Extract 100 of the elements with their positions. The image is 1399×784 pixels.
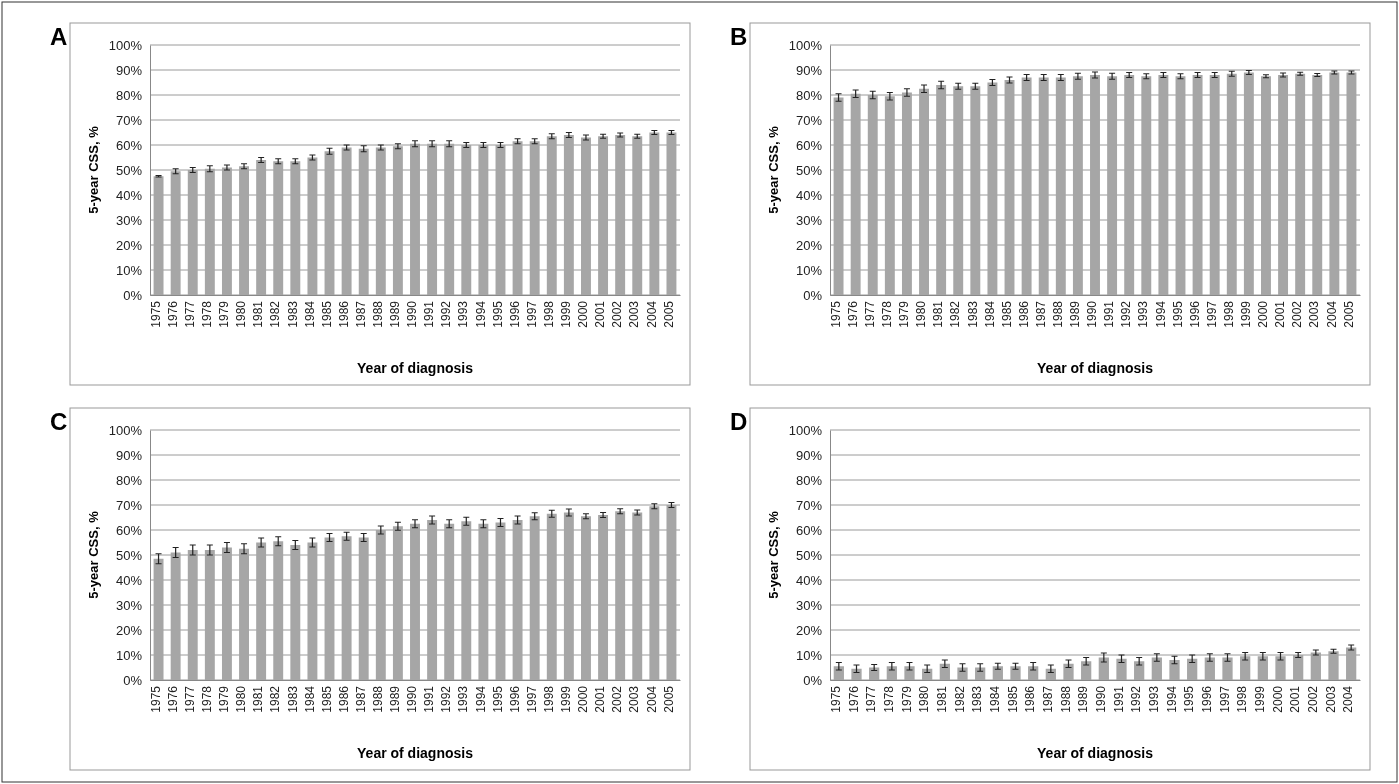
x-tick-label: 1976 [165, 685, 180, 713]
x-tick-label: 2003 [1323, 685, 1338, 713]
y-tick-label: 30% [115, 212, 143, 228]
y-tick-label: 70% [115, 112, 143, 128]
x-tick-label: 1980 [914, 300, 929, 328]
x-tick-label: 1994 [1164, 685, 1179, 713]
x-tick-label: 2002 [610, 685, 625, 713]
x-tick-label: 1993 [1136, 300, 1151, 328]
x-tick-label: 1989 [388, 300, 403, 328]
x-tick-label: 1992 [1119, 300, 1134, 328]
y-tick-label: 80% [115, 472, 143, 488]
y-tick-label: 90% [795, 447, 823, 463]
y-tick-label: 70% [795, 112, 823, 128]
y-tick-label: 50% [795, 547, 823, 563]
y-tick-label: 30% [795, 597, 823, 613]
x-tick-label: 2000 [1256, 300, 1271, 328]
x-tick-label: 1997 [524, 300, 539, 328]
x-tick-label: 1978 [880, 300, 895, 328]
x-tick-label: 2004 [644, 685, 659, 713]
y-tick-label: 80% [115, 87, 143, 103]
x-tick-label: 1977 [862, 300, 877, 328]
x-tick-label: 1982 [948, 300, 963, 328]
y-tick-label: 0% [123, 287, 143, 303]
x-tick-label: 1986 [336, 685, 351, 713]
x-tick-label: 1981 [251, 300, 266, 328]
x-tick-label: 1988 [1051, 300, 1066, 328]
y-tick-label: 30% [115, 597, 143, 613]
x-axis-title: Year of diagnosis [1037, 360, 1154, 376]
y-tick-label: 40% [795, 187, 823, 203]
x-tick-label: 1988 [371, 300, 386, 328]
y-axis-title: 5-year CSS, % [766, 125, 781, 214]
y-tick-label: 50% [115, 547, 143, 563]
y-tick-label: 40% [115, 187, 143, 203]
y-tick-label: 0% [803, 287, 823, 303]
x-tick-label: 1992 [439, 300, 454, 328]
y-tick-label: 50% [115, 162, 143, 178]
x-tick-label: 2001 [1273, 300, 1288, 328]
y-axis-title: 5-year CSS, % [86, 125, 101, 214]
x-tick-label: 1975 [829, 685, 844, 713]
x-tick-label: 1991 [1111, 685, 1126, 713]
x-axis-title: Year of diagnosis [1037, 745, 1154, 761]
y-tick-label: 90% [795, 62, 823, 78]
y-tick-label: 80% [795, 472, 823, 488]
x-tick-label: 1998 [1221, 300, 1236, 328]
x-tick-label: 1991 [1102, 300, 1117, 328]
x-tick-label: 1975 [828, 300, 843, 328]
x-tick-label: 1984 [988, 685, 1003, 713]
x-tick-label: 2000 [576, 685, 591, 713]
x-tick-label: 1989 [388, 685, 403, 713]
x-tick-label: 1978 [882, 685, 897, 713]
x-tick-label: 1993 [456, 300, 471, 328]
x-tick-label: 1990 [405, 685, 420, 713]
x-tick-label: 2001 [593, 300, 608, 328]
x-tick-label: 1994 [473, 300, 488, 328]
x-tick-label: 1979 [217, 685, 232, 713]
x-tick-label: 1978 [200, 300, 215, 328]
x-tick-label: 1987 [353, 300, 368, 328]
x-tick-label: 1985 [1005, 685, 1020, 713]
x-tick-label: 1987 [1041, 685, 1056, 713]
x-tick-label: 1996 [507, 685, 522, 713]
x-tick-label: 1990 [1085, 300, 1100, 328]
x-tick-label: 1979 [899, 685, 914, 713]
x-tick-label: 1998 [541, 685, 556, 713]
chart-title: D [730, 408, 748, 435]
x-tick-label: 2004 [644, 300, 659, 328]
x-tick-label: 1995 [1170, 300, 1185, 328]
x-tick-label: 2001 [1288, 685, 1303, 713]
x-tick-label: 1991 [422, 300, 437, 328]
x-tick-label: 1983 [965, 300, 980, 328]
y-axis-title: 5-year CSS, % [766, 510, 781, 599]
x-tick-label: 1988 [1058, 685, 1073, 713]
x-tick-label: 1987 [353, 685, 368, 713]
chart-title: B [730, 23, 748, 50]
x-tick-label: 1995 [490, 685, 505, 713]
x-tick-label: 1996 [507, 300, 522, 328]
x-tick-label: 1982 [952, 685, 967, 713]
y-tick-label: 0% [803, 672, 823, 688]
x-tick-label: 1997 [524, 685, 539, 713]
x-tick-label: 1987 [1033, 300, 1048, 328]
x-tick-label: 2005 [661, 685, 676, 713]
x-tick-label: 1996 [1200, 685, 1215, 713]
y-tick-label: 100% [108, 37, 143, 53]
x-tick-label: 1989 [1068, 300, 1083, 328]
y-tick-label: 40% [115, 572, 143, 588]
x-tick-label: 1993 [456, 685, 471, 713]
x-tick-label: 2000 [1270, 685, 1285, 713]
x-tick-label: 1980 [234, 685, 249, 713]
x-tick-label: 1985 [319, 300, 334, 328]
x-tick-label: 1999 [1253, 685, 1268, 713]
x-tick-label: 1986 [1023, 685, 1038, 713]
x-tick-label: 1999 [559, 300, 574, 328]
x-tick-label: 1998 [541, 300, 556, 328]
x-tick-label: 1983 [285, 685, 300, 713]
y-tick-label: 20% [795, 237, 823, 253]
y-tick-label: 60% [795, 137, 823, 153]
x-tick-label: 1980 [234, 300, 249, 328]
x-tick-label: 2005 [1341, 300, 1356, 328]
y-tick-label: 80% [795, 87, 823, 103]
x-tick-label: 1983 [970, 685, 985, 713]
x-tick-label: 1981 [935, 685, 950, 713]
